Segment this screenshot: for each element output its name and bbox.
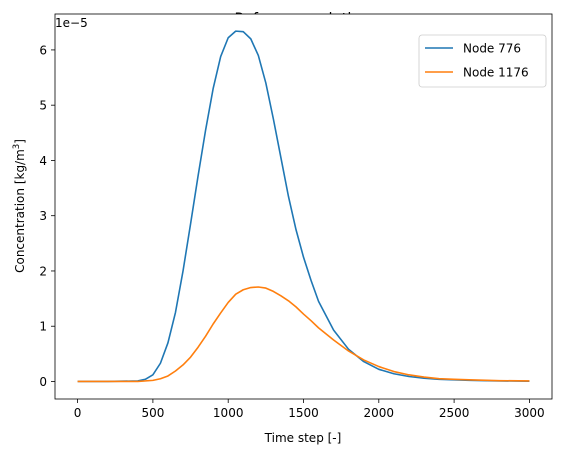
x-tick-label: 0 <box>74 406 82 420</box>
series-line-node-1176 <box>77 286 530 383</box>
y-axis-label-suffix: ] <box>13 139 27 144</box>
y-tick-label: 3 <box>39 209 47 223</box>
y-tick-label: 4 <box>39 154 47 168</box>
x-tick-label: 3000 <box>514 406 545 420</box>
x-axis-ticks: 0 500 1000 1500 2000 2500 3000 <box>74 399 545 420</box>
x-tick-label: 500 <box>141 406 164 420</box>
y-tick-label: 5 <box>39 99 47 113</box>
legend-label-node-1176: Node 1176 <box>463 66 529 80</box>
series-line-node-776 <box>77 30 530 383</box>
y-offset-label: 1e−5 <box>55 16 88 30</box>
legend: Node 776 Node 1176 <box>418 34 547 88</box>
y-axis-ticks: 0 1 2 3 4 5 6 <box>39 43 55 389</box>
x-tick-label: 1000 <box>213 406 244 420</box>
y-axis-label: Concentration [kg/m3] <box>12 139 27 273</box>
x-axis-label: Time step [-] <box>264 431 342 445</box>
y-tick-label: 1 <box>39 320 47 334</box>
plot-frame <box>54 13 553 400</box>
x-tick-label: 2000 <box>364 406 395 420</box>
y-tick-label: 0 <box>39 375 47 389</box>
series-layer <box>77 30 530 383</box>
x-tick-label: 2500 <box>439 406 470 420</box>
legend-label-node-776: Node 776 <box>463 42 521 56</box>
y-tick-label: 6 <box>39 43 47 57</box>
y-tick-label: 2 <box>39 264 47 278</box>
x-tick-label: 1500 <box>288 406 319 420</box>
y-axis-label-superscript: 3 <box>12 144 22 149</box>
